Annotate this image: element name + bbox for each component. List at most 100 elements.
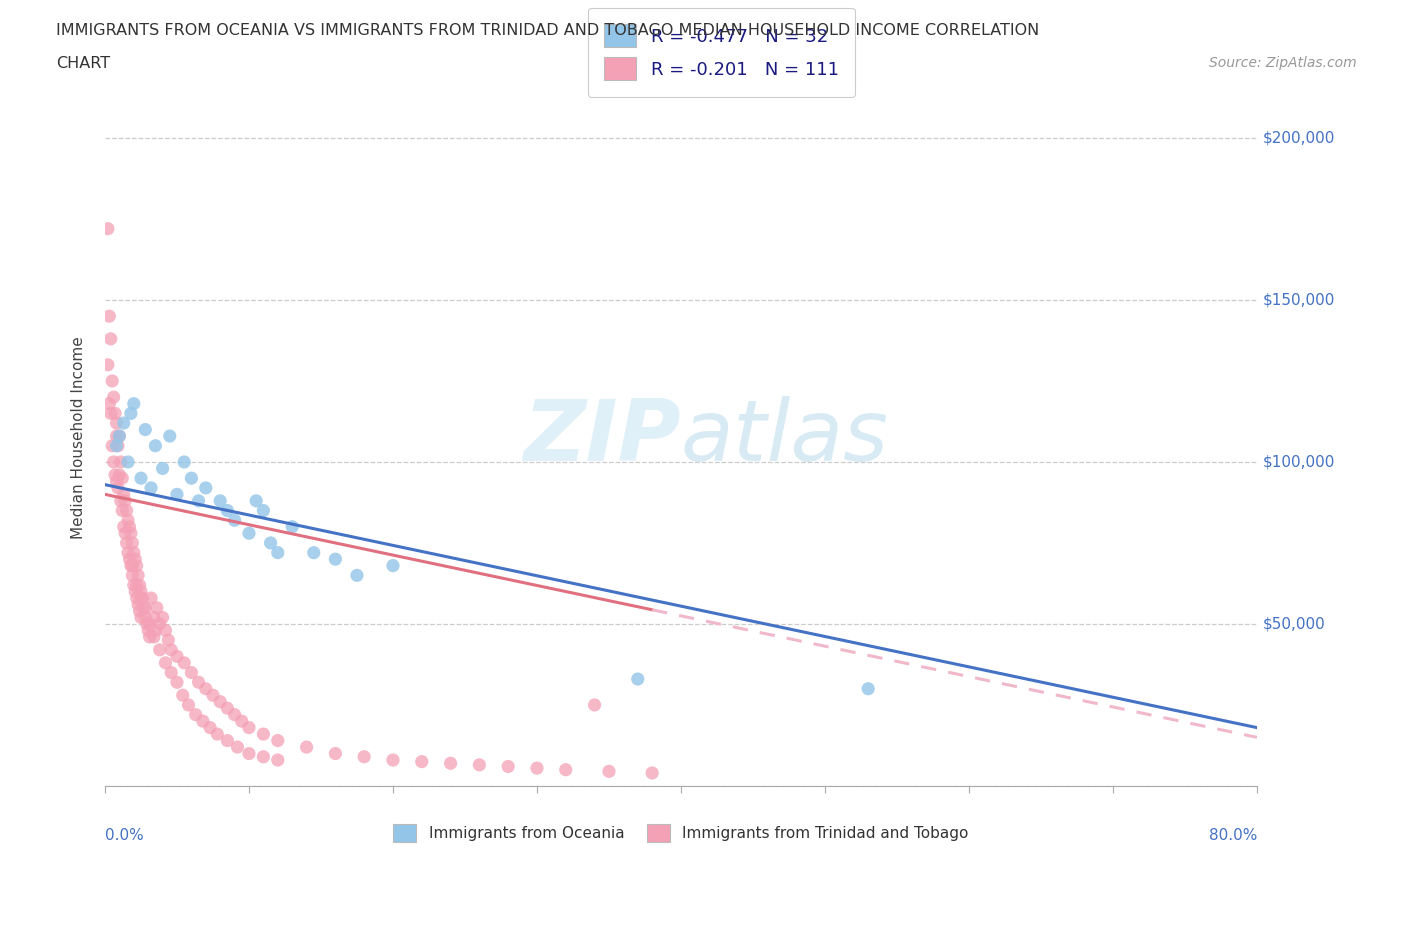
Point — [117, 545, 139, 560]
Point — [231, 713, 253, 728]
Point — [146, 600, 169, 615]
Point — [149, 643, 172, 658]
Legend: Immigrants from Oceania, Immigrants from Trinidad and Tobago: Immigrants from Oceania, Immigrants from… — [387, 818, 974, 848]
Point — [103, 455, 125, 470]
Point — [267, 733, 290, 748]
Point — [121, 558, 143, 573]
Point — [325, 551, 347, 566]
Point — [267, 545, 290, 560]
Point — [128, 578, 150, 592]
Point — [238, 525, 260, 540]
Point — [110, 455, 132, 470]
Point — [134, 610, 156, 625]
Point — [191, 713, 214, 728]
Point — [118, 551, 141, 566]
Point — [217, 503, 239, 518]
Text: $50,000: $50,000 — [1263, 617, 1326, 631]
Point — [184, 707, 207, 722]
Point — [129, 591, 152, 605]
Point — [145, 438, 167, 453]
Point — [224, 512, 246, 527]
Point — [641, 765, 664, 780]
Text: $150,000: $150,000 — [1263, 292, 1336, 308]
Point — [139, 481, 162, 496]
Point — [122, 578, 145, 592]
Point — [217, 733, 239, 748]
Point — [627, 671, 650, 686]
Text: $100,000: $100,000 — [1263, 455, 1336, 470]
Point — [295, 739, 318, 754]
Point — [98, 309, 121, 324]
Point — [281, 519, 304, 534]
Point — [129, 471, 152, 485]
Point — [120, 405, 142, 420]
Point — [105, 429, 128, 444]
Point — [107, 481, 129, 496]
Text: $200,000: $200,000 — [1263, 130, 1336, 145]
Point — [173, 455, 195, 470]
Point — [180, 665, 202, 680]
Point — [112, 416, 135, 431]
Point — [238, 720, 260, 735]
Point — [125, 578, 148, 592]
Point — [856, 682, 879, 697]
Point — [129, 610, 152, 625]
Point — [128, 604, 150, 618]
Point — [172, 688, 194, 703]
Point — [139, 591, 162, 605]
Point — [302, 545, 325, 560]
Point — [122, 396, 145, 411]
Point — [155, 623, 177, 638]
Point — [245, 494, 267, 509]
Point — [180, 471, 202, 485]
Point — [142, 630, 165, 644]
Text: 80.0%: 80.0% — [1209, 828, 1257, 843]
Point — [104, 405, 127, 420]
Point — [157, 632, 180, 647]
Point — [118, 519, 141, 534]
Point — [267, 752, 290, 767]
Point — [468, 757, 491, 772]
Point — [149, 617, 172, 631]
Point — [259, 536, 281, 551]
Point — [554, 763, 576, 777]
Point — [120, 558, 142, 573]
Point — [411, 754, 433, 769]
Point — [160, 665, 183, 680]
Point — [252, 726, 274, 741]
Point — [127, 597, 149, 612]
Point — [155, 656, 177, 671]
Point — [238, 746, 260, 761]
Point — [108, 429, 131, 444]
Point — [120, 525, 142, 540]
Point — [177, 698, 200, 712]
Text: CHART: CHART — [56, 56, 110, 71]
Point — [105, 474, 128, 489]
Point — [201, 688, 224, 703]
Point — [583, 698, 606, 712]
Point — [142, 610, 165, 625]
Point — [125, 558, 148, 573]
Text: Source: ZipAtlas.com: Source: ZipAtlas.com — [1209, 56, 1357, 70]
Point — [187, 494, 209, 509]
Point — [496, 759, 519, 774]
Point — [194, 481, 217, 496]
Point — [135, 617, 157, 631]
Point — [97, 221, 120, 236]
Point — [138, 617, 160, 631]
Point — [439, 756, 461, 771]
Point — [108, 468, 131, 483]
Point — [166, 675, 188, 690]
Point — [152, 610, 174, 625]
Point — [101, 438, 124, 453]
Point — [111, 503, 134, 518]
Point — [217, 700, 239, 715]
Point — [125, 591, 148, 605]
Point — [381, 752, 404, 767]
Text: IMMIGRANTS FROM OCEANIA VS IMMIGRANTS FROM TRINIDAD AND TOBAGO MEDIAN HOUSEHOLD : IMMIGRANTS FROM OCEANIA VS IMMIGRANTS FR… — [56, 23, 1039, 38]
Point — [145, 623, 167, 638]
Point — [105, 438, 128, 453]
Point — [107, 438, 129, 453]
Point — [114, 494, 136, 509]
Point — [226, 739, 249, 754]
